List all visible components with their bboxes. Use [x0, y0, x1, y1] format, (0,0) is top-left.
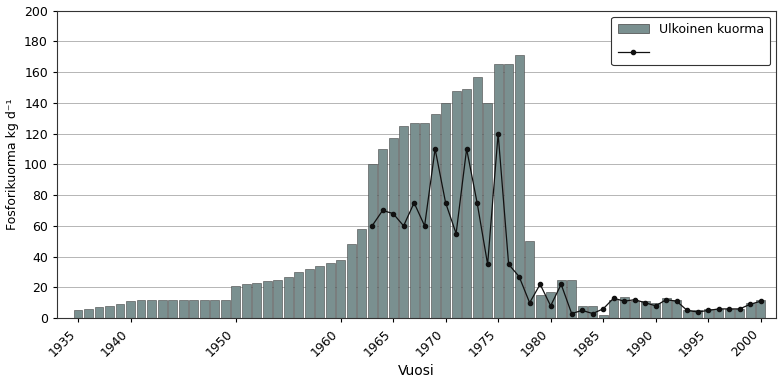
Bar	[199, 300, 209, 318]
Bar	[640, 301, 650, 318]
Bar	[116, 304, 124, 318]
Bar	[84, 309, 93, 318]
Bar	[158, 300, 167, 318]
Bar	[452, 91, 461, 318]
Bar	[536, 295, 544, 318]
Bar	[410, 123, 418, 318]
Bar	[221, 300, 230, 318]
Bar	[546, 292, 555, 318]
Bar	[242, 284, 250, 318]
Bar	[305, 269, 314, 318]
Bar	[231, 286, 240, 318]
Bar	[431, 114, 439, 318]
Bar	[662, 298, 671, 318]
Bar	[746, 303, 755, 318]
Bar	[315, 266, 324, 318]
Bar	[210, 300, 219, 318]
Bar	[389, 138, 397, 318]
Bar	[578, 306, 586, 318]
Bar	[472, 77, 482, 318]
Bar	[714, 309, 723, 318]
Bar	[74, 310, 82, 318]
Bar	[619, 296, 629, 318]
Bar	[399, 126, 408, 318]
Y-axis label: Fosforikuorma kg d⁻¹: Fosforikuorma kg d⁻¹	[5, 99, 19, 230]
Legend: Ulkoinen kuorma, : Ulkoinen kuorma,	[612, 17, 770, 65]
Bar	[346, 244, 356, 318]
Bar	[263, 281, 271, 318]
Bar	[137, 300, 145, 318]
Bar	[651, 303, 660, 318]
Bar	[526, 241, 534, 318]
Bar	[673, 300, 681, 318]
Bar	[735, 309, 744, 318]
Bar	[95, 307, 103, 318]
Bar	[515, 55, 524, 318]
Bar	[504, 65, 513, 318]
Bar	[557, 280, 565, 318]
Bar	[252, 283, 261, 318]
Bar	[462, 89, 471, 318]
Bar	[704, 309, 712, 318]
Bar	[378, 149, 387, 318]
Bar	[441, 103, 450, 318]
Bar	[725, 309, 734, 318]
Bar	[273, 280, 282, 318]
Bar	[357, 229, 366, 318]
Bar	[493, 65, 503, 318]
Bar	[693, 310, 702, 318]
Bar	[168, 300, 177, 318]
Bar	[189, 300, 198, 318]
Bar	[599, 315, 608, 318]
Bar	[368, 164, 377, 318]
Bar	[178, 300, 188, 318]
Bar	[630, 301, 639, 318]
Bar	[325, 263, 335, 318]
Bar	[336, 260, 345, 318]
Bar	[588, 306, 597, 318]
Bar	[609, 300, 618, 318]
Bar	[284, 276, 292, 318]
Bar	[105, 306, 114, 318]
Bar	[126, 301, 135, 318]
X-axis label: Vuosi: Vuosi	[398, 364, 435, 379]
Bar	[420, 123, 429, 318]
Bar	[683, 310, 691, 318]
Bar	[147, 300, 156, 318]
Bar	[294, 272, 303, 318]
Bar	[567, 280, 576, 318]
Bar	[756, 300, 765, 318]
Bar	[483, 103, 492, 318]
